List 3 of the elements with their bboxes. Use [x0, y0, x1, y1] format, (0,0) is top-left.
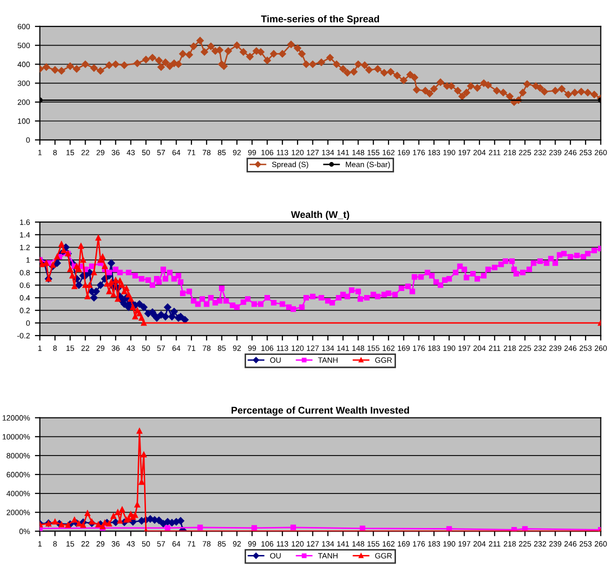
chart-title: Time-series of the Spread	[261, 15, 380, 24]
chart-title: Percentage of Current Wealth Invested	[232, 406, 409, 416]
chart-title: Wealth (W_t)	[290, 210, 350, 220]
